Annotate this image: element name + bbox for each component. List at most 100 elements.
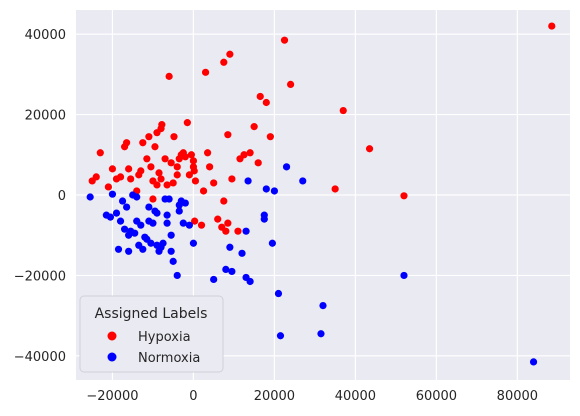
- y-tick-label: 20000: [25, 109, 66, 124]
- normoxia-point: [153, 209, 161, 217]
- hypoxia-point: [157, 175, 165, 183]
- normoxia-point: [246, 277, 254, 286]
- normoxia-point: [167, 247, 175, 255]
- normoxia-point: [116, 217, 125, 225]
- normoxia-point: [165, 195, 173, 203]
- normoxia-point: [268, 239, 276, 247]
- hypoxia-point: [548, 22, 556, 30]
- x-tick-label: 60000: [416, 389, 457, 404]
- hypoxia-point: [234, 227, 242, 235]
- hypoxia-point: [173, 171, 181, 179]
- normoxia-point: [210, 275, 218, 284]
- legend-label-hypoxia: Hypoxia: [138, 330, 191, 345]
- hypoxia-point: [92, 173, 100, 181]
- hypoxia-point: [199, 187, 208, 195]
- normoxia-point: [114, 245, 123, 253]
- hypoxia-point: [331, 185, 339, 193]
- hypoxia-point: [187, 151, 196, 159]
- hypoxia-point: [262, 98, 270, 107]
- hypoxia-point: [183, 119, 191, 127]
- normoxia-point: [299, 177, 307, 185]
- hypoxia-point: [224, 219, 232, 227]
- normoxia-point: [270, 187, 279, 195]
- hypoxia-point: [170, 133, 178, 141]
- x-tick-label: −20000: [86, 389, 138, 404]
- normoxia-point: [149, 219, 157, 227]
- hypoxia-point: [190, 167, 198, 175]
- hypoxia-point: [400, 192, 408, 200]
- hypoxia-point: [185, 171, 193, 179]
- normoxia-point: [108, 190, 117, 198]
- legend-title: Assigned Labels: [95, 306, 208, 322]
- normoxia-point: [125, 247, 133, 255]
- hypoxia-point: [206, 163, 214, 171]
- hypoxia-point: [210, 179, 218, 187]
- normoxia-point: [189, 239, 198, 247]
- normoxia-point: [274, 289, 283, 298]
- x-tick-label: 20000: [254, 389, 295, 404]
- normoxia-point: [529, 358, 538, 366]
- normoxia-point: [244, 177, 252, 185]
- x-axis-ticks: −20000 0 20000 40000 60000 80000: [86, 389, 538, 404]
- hypoxia-point: [280, 36, 289, 44]
- hypoxia-point: [108, 165, 117, 173]
- hypoxia-point: [250, 123, 258, 131]
- legend: Assigned Labels Hypoxia Normoxia: [79, 295, 224, 373]
- hypoxia-point: [222, 227, 230, 235]
- y-tick-label: −40000: [14, 350, 66, 365]
- normoxia-point: [123, 203, 131, 211]
- normoxia-point: [145, 203, 153, 211]
- x-tick-label: 80000: [497, 389, 538, 404]
- normoxia-point: [112, 209, 121, 217]
- hypoxia-point: [201, 68, 210, 76]
- normoxia-point: [163, 211, 171, 219]
- normoxia-point: [276, 332, 285, 340]
- hypoxia-point: [149, 195, 157, 203]
- hypoxia-point: [173, 163, 181, 171]
- normoxia-point: [242, 227, 250, 235]
- normoxia-point: [159, 239, 167, 247]
- normoxia-point: [238, 249, 246, 257]
- normoxia-point: [120, 225, 129, 233]
- hypoxia-point: [143, 155, 151, 163]
- hypoxia-point: [365, 145, 374, 153]
- hypoxia-point: [214, 215, 222, 223]
- hypoxia-point: [169, 179, 177, 187]
- hypoxia-point: [165, 72, 173, 80]
- hypoxia-point: [125, 165, 133, 173]
- hypoxia-point: [189, 157, 198, 165]
- hypoxia-point: [220, 197, 228, 205]
- normoxia-point: [260, 215, 268, 223]
- hypoxia-point: [246, 149, 254, 157]
- normoxia-point: [139, 245, 147, 253]
- hypoxia-point: [287, 80, 295, 89]
- hypoxia-point: [137, 167, 145, 175]
- normoxia-point: [169, 257, 177, 265]
- legend-label-normoxia: Normoxia: [138, 351, 200, 366]
- hypoxia-point: [228, 175, 236, 183]
- hypoxia-point: [203, 149, 212, 157]
- y-tick-label: −20000: [14, 269, 66, 284]
- hypoxia-point: [116, 173, 125, 181]
- x-tick-label: 0: [189, 389, 197, 404]
- grid-lines: [76, 10, 570, 380]
- hypoxia-point: [158, 121, 166, 129]
- normoxia-point: [118, 197, 127, 205]
- normoxia-point: [147, 239, 155, 247]
- normoxia-point: [106, 213, 115, 221]
- normoxia-point: [262, 185, 270, 193]
- y-tick-label: 0: [58, 189, 66, 204]
- x-tick-label: 40000: [335, 389, 376, 404]
- y-tick-label: 40000: [25, 28, 66, 43]
- normoxia-point: [163, 219, 171, 227]
- normoxia-point: [185, 221, 193, 229]
- hypoxia-point: [220, 58, 228, 66]
- hypoxia-point: [240, 151, 248, 159]
- hypoxia-point: [224, 131, 232, 139]
- hypoxia-point: [96, 149, 104, 157]
- hypoxia-point: [191, 177, 200, 185]
- hypoxia-point: [123, 139, 131, 147]
- legend-box: [79, 295, 224, 373]
- normoxia-point: [173, 271, 181, 280]
